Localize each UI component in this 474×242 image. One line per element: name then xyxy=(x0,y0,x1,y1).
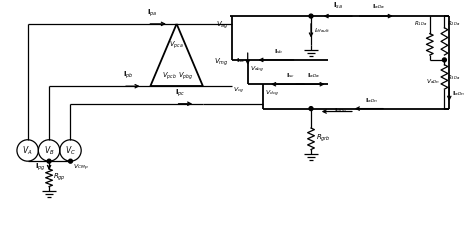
Text: $\mathbf{I}_{dDn}$: $\mathbf{I}_{dDn}$ xyxy=(334,106,346,115)
Text: $V_{ag}$: $V_{ag}$ xyxy=(216,19,228,30)
Text: $V_B$: $V_B$ xyxy=(44,144,55,157)
Text: $\mathbf{I}_{aDn}$: $\mathbf{I}_{aDn}$ xyxy=(452,90,465,98)
Circle shape xyxy=(47,159,51,163)
Text: $V_{abg}$: $V_{abg}$ xyxy=(250,65,264,75)
Text: $\mathbf{I}_{pg}$: $\mathbf{I}_{pg}$ xyxy=(36,161,46,173)
Text: $\mathbf{I}_{sa}$: $\mathbf{I}_{sa}$ xyxy=(333,1,343,11)
Text: $\mathbf{I}_{aDa}$: $\mathbf{I}_{aDa}$ xyxy=(307,71,319,80)
Circle shape xyxy=(309,14,313,18)
Text: $\mathbf{I}_{sc}$: $\mathbf{I}_{sc}$ xyxy=(286,71,295,80)
Text: $V_{CMp}$: $V_{CMp}$ xyxy=(73,163,89,173)
Text: $V_{dcg}$: $V_{dcg}$ xyxy=(265,89,279,99)
Text: $\mathbf{I}_{pb}$: $\mathbf{I}_{pb}$ xyxy=(123,70,133,81)
Text: $I_{dfault}$: $I_{dfault}$ xyxy=(314,26,330,35)
Text: $V_{pbg}$: $V_{pbg}$ xyxy=(178,71,193,82)
Text: $R_{1Da}$: $R_{1Da}$ xyxy=(413,19,427,28)
Text: $\mathbf{I}_{sb}$: $\mathbf{I}_{sb}$ xyxy=(274,47,283,56)
Text: $\mathbf{I}_{sa}$: $\mathbf{I}_{sa}$ xyxy=(236,56,245,65)
Text: $R_{gp}$: $R_{gp}$ xyxy=(53,172,66,183)
Circle shape xyxy=(309,107,313,111)
Text: $R_{2Da}$: $R_{2Da}$ xyxy=(447,19,461,28)
Text: $\mathbf{I}_{pa}$: $\mathbf{I}_{pa}$ xyxy=(147,8,157,19)
Text: $V_A$: $V_A$ xyxy=(22,144,33,157)
Text: $V_{mg}$: $V_{mg}$ xyxy=(214,56,228,68)
Circle shape xyxy=(69,159,73,163)
Text: $V_{aDn}$: $V_{aDn}$ xyxy=(426,77,440,86)
Text: $V_{pca}$: $V_{pca}$ xyxy=(169,39,184,51)
Text: $V_{pcb}$: $V_{pcb}$ xyxy=(163,71,177,82)
Text: $V_C$: $V_C$ xyxy=(65,144,76,157)
Text: $\mathbf{I}_{aDn}$: $\mathbf{I}_{aDn}$ xyxy=(365,96,378,105)
Text: $R_{grb}$: $R_{grb}$ xyxy=(316,132,331,144)
Text: $\mathbf{I}_{aDa}$: $\mathbf{I}_{aDa}$ xyxy=(372,2,384,11)
Text: $\mathbf{I}_{pc}$: $\mathbf{I}_{pc}$ xyxy=(175,87,186,99)
Circle shape xyxy=(442,58,447,62)
Text: $V_{cg}$: $V_{cg}$ xyxy=(233,86,244,96)
Text: $R_{3Da}$: $R_{3Da}$ xyxy=(447,73,461,82)
